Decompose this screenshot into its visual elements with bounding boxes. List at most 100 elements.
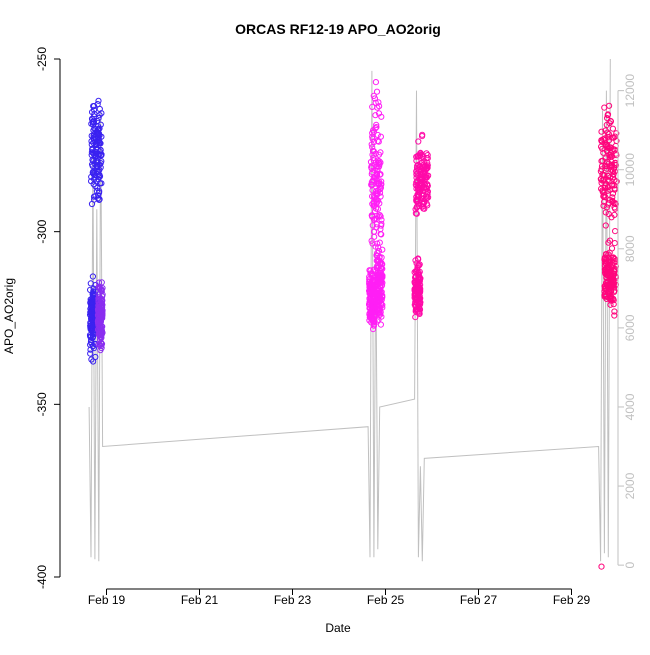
data-point [412, 292, 419, 299]
data-point [412, 257, 419, 264]
data-point [377, 282, 384, 289]
data-point [413, 306, 420, 314]
data-point [414, 198, 421, 205]
data-point [606, 154, 614, 161]
data-point [377, 309, 384, 316]
data-point [373, 121, 380, 129]
data-point [369, 181, 376, 188]
data-point [94, 101, 101, 108]
data-point [602, 155, 609, 162]
data-point [417, 301, 424, 308]
data-point [89, 273, 97, 280]
data-point [375, 299, 382, 306]
data-point [607, 150, 614, 157]
data-point [89, 334, 96, 342]
data-point [95, 291, 102, 298]
data-point [97, 140, 104, 147]
x-tick-label: Feb 25 [367, 593, 405, 607]
axes-layer: -400 -350 -300 -250 Feb 19 Feb 21 Feb 23 Feb 25… [35, 47, 637, 607]
data-point [413, 196, 420, 203]
data-point [598, 137, 605, 144]
data-point [87, 322, 95, 329]
data-point [416, 184, 423, 191]
data-point [378, 290, 385, 297]
data-point [95, 130, 103, 137]
data-point [424, 194, 431, 201]
y2-tick-label: 2000 [623, 472, 637, 499]
data-point [416, 275, 424, 282]
x-tick-label: Feb 27 [460, 593, 498, 607]
data-point [90, 288, 97, 295]
data-point [88, 315, 95, 323]
data-point [95, 97, 102, 104]
data-point [370, 177, 377, 184]
data-point [93, 178, 100, 185]
data-point [368, 237, 375, 244]
data-point [370, 228, 378, 235]
x-tick-label: Feb 21 [181, 593, 219, 607]
data-point [605, 266, 612, 273]
data-point [609, 125, 617, 132]
data-point [369, 187, 376, 194]
data-point-outlier [598, 563, 605, 570]
y2-tick-label: 10000 [623, 153, 637, 187]
y-axis-label: APO_AO2orig [2, 278, 16, 354]
data-point [89, 291, 96, 298]
y2-tick-label: 0 [623, 561, 637, 568]
data-point [88, 151, 95, 159]
data-point [378, 269, 385, 277]
data-point [413, 268, 420, 275]
data-point [96, 300, 104, 307]
data-point [416, 261, 423, 268]
data-point [415, 294, 423, 301]
data-point [412, 210, 419, 217]
data-point [98, 340, 105, 347]
y-tick-label: -300 [35, 219, 49, 243]
data-point [372, 215, 379, 222]
data-point [369, 315, 376, 322]
data-point [613, 137, 620, 144]
data-point [604, 158, 611, 165]
data-point [369, 144, 376, 151]
data-point [96, 105, 103, 113]
data-point [374, 137, 381, 145]
data-point [412, 206, 419, 213]
data-point [374, 252, 381, 259]
data-point [89, 303, 96, 310]
data-point [601, 293, 608, 300]
data-point [418, 179, 425, 186]
data-point [95, 284, 102, 291]
data-point [413, 283, 420, 290]
data-point [605, 184, 612, 191]
data-point [598, 128, 605, 135]
data-point [413, 171, 420, 178]
data-point [377, 321, 384, 328]
data-point [603, 204, 610, 211]
data-point [373, 176, 380, 183]
data-point [90, 118, 97, 125]
data-point [367, 270, 374, 277]
data-point [91, 133, 99, 141]
data-point [418, 173, 425, 180]
y-tick-label: -250 [35, 47, 49, 71]
data-point [90, 170, 97, 177]
data-point [96, 173, 104, 180]
data-point [367, 286, 374, 293]
data-point [377, 226, 384, 233]
data-point [376, 103, 383, 110]
data-point [374, 206, 381, 213]
data-points-layer [86, 79, 620, 570]
data-point [611, 308, 618, 315]
y2-tick-label: 12000 [623, 74, 637, 108]
data-point [96, 332, 103, 339]
data-point [611, 312, 618, 319]
data-point [96, 166, 103, 173]
data-point [88, 141, 95, 148]
data-point [608, 166, 615, 173]
data-point [89, 325, 96, 332]
data-point [412, 314, 419, 321]
data-point [612, 263, 620, 270]
data-point [605, 264, 612, 271]
data-point [96, 318, 104, 325]
